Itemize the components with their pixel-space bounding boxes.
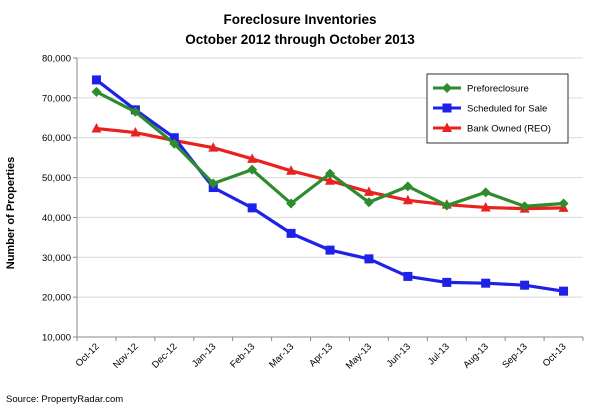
data-point — [441, 200, 452, 211]
x-tick-label: Jan-13 — [190, 341, 218, 369]
data-point — [325, 175, 335, 185]
x-tick-label: Jul-13 — [426, 341, 452, 367]
data-point — [480, 187, 491, 198]
data-point — [208, 142, 219, 152]
data-point — [286, 198, 297, 209]
data-point — [363, 186, 374, 196]
y-tick-label: 20,000 — [42, 293, 71, 304]
legend-item: Scheduled for Sale — [433, 103, 547, 115]
data-point — [402, 181, 413, 192]
x-tick-label: May-13 — [344, 341, 374, 371]
x-tick-label: Apr-13 — [307, 341, 335, 369]
y-tick-label: 10,000 — [42, 333, 71, 344]
data-point — [169, 133, 179, 143]
x-tick-label: Dec-12 — [150, 341, 179, 370]
data-point — [208, 178, 219, 189]
x-tick-label: Aug-13 — [461, 341, 490, 370]
data-point — [559, 286, 569, 296]
data-point — [247, 203, 257, 213]
data-point — [402, 194, 413, 205]
x-tick-label: Oct-12 — [74, 341, 102, 369]
source-text: Source: PropertyRadar.com — [6, 394, 123, 405]
legend: Preforeclosure Scheduled for Sale Bank Own… — [426, 73, 569, 144]
data-point — [286, 228, 296, 238]
y-tick-label: 40,000 — [42, 213, 71, 224]
data-point — [130, 127, 141, 137]
data-point — [325, 245, 335, 255]
y-tick-label: 50,000 — [42, 173, 71, 184]
data-point — [91, 86, 102, 97]
data-point — [130, 106, 141, 117]
data-point — [442, 277, 452, 287]
x-axis-ticks: Oct-12 Nov-12 Dec-12 Jan-13 Feb-13 Mar-13 Apr-… — [74, 337, 584, 372]
chart-subtitle: October 2012 through October 2013 — [185, 32, 415, 47]
x-tick-label: Nov-12 — [111, 341, 140, 370]
y-tick-label: 60,000 — [42, 133, 71, 144]
data-point — [91, 123, 102, 133]
data-point — [325, 168, 335, 179]
y-tick-label: 30,000 — [42, 253, 71, 264]
legend-swatch-marker — [442, 122, 452, 132]
series-preforeclosure — [91, 86, 569, 212]
data-point — [91, 75, 101, 85]
legend-label: Preforeclosure — [467, 84, 529, 95]
y-axis-ticks: 10,000 20,000 30,000 40,000 50,000 60,000 70,0… — [42, 54, 77, 344]
x-tick-label: Sep-13 — [500, 341, 529, 370]
data-point — [558, 198, 569, 209]
data-point — [519, 201, 530, 212]
y-tick-label: 70,000 — [42, 93, 71, 104]
legend-item: Preforeclosure — [433, 83, 529, 95]
data-point — [247, 164, 258, 175]
data-point — [481, 278, 491, 288]
legend-label: Bank Owned (REO) — [467, 124, 551, 135]
x-tick-label: Oct-13 — [541, 341, 569, 369]
y-axis-title: Number of Properties — [5, 157, 17, 269]
data-point — [247, 153, 258, 163]
legend-swatch-marker — [442, 103, 452, 113]
data-point — [169, 138, 180, 149]
legend-item: Bank Owned (REO) — [433, 122, 551, 135]
series-lines — [91, 75, 569, 296]
chart-title: Foreclosure Inventories — [223, 12, 376, 27]
x-tick-label: Mar-13 — [267, 341, 296, 370]
x-tick-label: Feb-13 — [228, 341, 257, 370]
data-point — [286, 165, 297, 175]
data-point — [364, 254, 374, 264]
x-tick-label: Jun-13 — [385, 341, 413, 369]
data-point — [520, 280, 530, 290]
data-point — [363, 197, 374, 208]
legend-swatch-marker — [442, 83, 452, 93]
legend-label: Scheduled for Sale — [467, 104, 547, 115]
data-point — [403, 271, 413, 281]
data-point — [480, 201, 491, 212]
y-tick-label: 80,000 — [42, 54, 71, 65]
